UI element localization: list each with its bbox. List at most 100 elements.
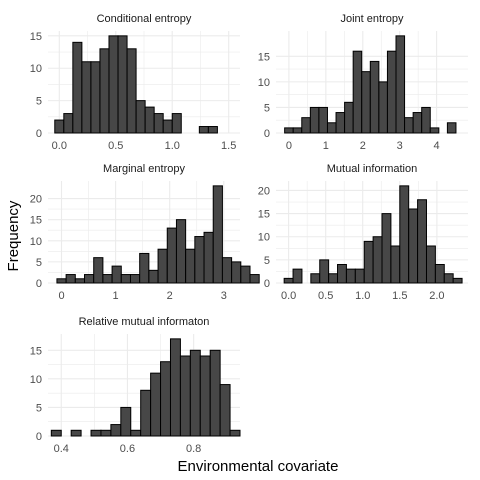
histogram-bar xyxy=(221,257,233,284)
histogram-bar xyxy=(319,259,330,284)
x-tick-label: 0.5 xyxy=(318,290,333,302)
histogram-bar xyxy=(219,384,231,437)
histogram-bar xyxy=(153,113,164,134)
histogram-bar xyxy=(117,35,128,134)
histogram-bar xyxy=(166,227,177,284)
histogram-bar xyxy=(209,349,221,437)
histogram-bar xyxy=(381,213,392,284)
histogram-bar xyxy=(99,48,110,134)
histogram-bar xyxy=(292,268,303,284)
histogram-bar xyxy=(337,263,347,284)
histogram-bar xyxy=(129,274,141,284)
y-tick-label: 10 xyxy=(258,77,270,89)
histogram-bar xyxy=(229,429,241,437)
histogram-bar xyxy=(160,361,171,437)
histogram-bar xyxy=(429,127,440,134)
x-tick-label: 2 xyxy=(167,290,173,302)
x-tick-label: 3 xyxy=(221,290,227,302)
y-tick-label: 15 xyxy=(258,51,270,63)
x-axis-title: Environmental covariate xyxy=(178,458,339,475)
histogram-bar xyxy=(74,278,86,284)
panel-title: Marginal entropy xyxy=(103,163,185,175)
histogram-bar xyxy=(148,269,159,284)
y-tick-label: 0 xyxy=(264,128,270,140)
histogram-bar xyxy=(363,240,374,284)
y-tick-label: 10 xyxy=(258,232,270,244)
histogram-bar xyxy=(189,349,201,437)
y-tick-label: 0 xyxy=(36,278,42,290)
histogram-bar xyxy=(100,429,112,437)
panel-2: 0 5 10 15 0 1 2 3 4 Joint entropy xyxy=(258,13,468,152)
panel-title: Relative mutual informaton xyxy=(79,316,210,328)
histogram-bar xyxy=(412,112,423,134)
histogram-bar xyxy=(378,81,388,134)
y-tick-label: 20 xyxy=(30,194,42,206)
x-tick-label: 4 xyxy=(434,140,440,152)
histogram-bar xyxy=(70,429,82,437)
y-tick-label: 10 xyxy=(30,63,42,75)
x-tick-label: 0 xyxy=(58,290,64,302)
x-tick-label: 0.5 xyxy=(108,140,123,152)
histogram-bar xyxy=(120,274,131,284)
panel-3: 0 5 10 15 20 0 1 2 3 Marginal entropy xyxy=(30,163,260,302)
x-tick-label: 0.4 xyxy=(54,443,69,455)
histogram-bar xyxy=(199,355,211,437)
x-tick-label: 1.0 xyxy=(165,140,180,152)
histogram-bar xyxy=(111,265,122,284)
histogram-bar xyxy=(65,274,76,284)
histogram-bar xyxy=(144,106,155,134)
x-tick-label: 0 xyxy=(286,140,292,152)
histogram-bar xyxy=(354,268,365,284)
histogram-bar xyxy=(150,372,162,437)
histogram-bar xyxy=(390,245,401,284)
y-tick-label: 0 xyxy=(36,431,42,443)
histogram-bar xyxy=(157,248,168,284)
histogram-bar xyxy=(369,60,380,134)
histogram-bar xyxy=(310,273,321,284)
histogram-bar xyxy=(309,106,320,134)
y-tick-label: 5 xyxy=(264,255,270,267)
histogram-bar xyxy=(139,252,150,284)
histogram-bar xyxy=(54,119,65,134)
histogram-bar xyxy=(344,101,354,134)
histogram-bar xyxy=(399,185,410,284)
histogram-bar xyxy=(292,127,303,134)
histogram-bar xyxy=(352,50,363,134)
histogram-bar xyxy=(452,277,463,284)
histogram-bar xyxy=(361,71,371,134)
x-tick-label: 1.0 xyxy=(355,290,370,302)
histogram-bar xyxy=(386,50,397,134)
x-tick-label: 1.5 xyxy=(221,140,236,152)
y-tick-label: 15 xyxy=(258,209,270,221)
x-tick-label: 0.8 xyxy=(186,443,201,455)
histogram-bar xyxy=(326,122,337,134)
histogram-bar xyxy=(140,389,152,437)
histogram-bar xyxy=(185,248,196,284)
y-tick-label: 5 xyxy=(36,257,42,269)
histogram-bar xyxy=(90,61,101,134)
x-tick-label: 1 xyxy=(323,140,329,152)
x-tick-label: 0.6 xyxy=(120,443,135,455)
panel-1: 0 5 10 15 0.0 0.5 1.0 1.5 Conditional entropy xyxy=(30,13,240,152)
histogram-bar xyxy=(446,122,457,134)
histogram-bar xyxy=(207,126,218,134)
histogram-bar xyxy=(50,429,62,437)
y-tick-label: 15 xyxy=(30,345,42,357)
histogram-bar xyxy=(169,338,181,437)
histogram-bar xyxy=(56,278,67,284)
histogram-bar xyxy=(335,112,346,134)
histogram-bar xyxy=(120,406,132,437)
histogram-bar xyxy=(63,113,74,134)
x-tick-label: 2.0 xyxy=(429,290,444,302)
x-tick-label: 0.0 xyxy=(281,290,296,302)
histogram-bar xyxy=(108,35,119,134)
histogram-bar xyxy=(194,236,205,284)
histogram-bar xyxy=(404,117,414,134)
histogram-bar xyxy=(421,106,431,134)
y-axis-title: Frequency xyxy=(5,200,22,271)
y-tick-label: 0 xyxy=(264,278,270,290)
histogram-bar xyxy=(372,236,383,284)
y-tick-label: 5 xyxy=(36,402,42,414)
histogram-bar xyxy=(162,119,173,134)
